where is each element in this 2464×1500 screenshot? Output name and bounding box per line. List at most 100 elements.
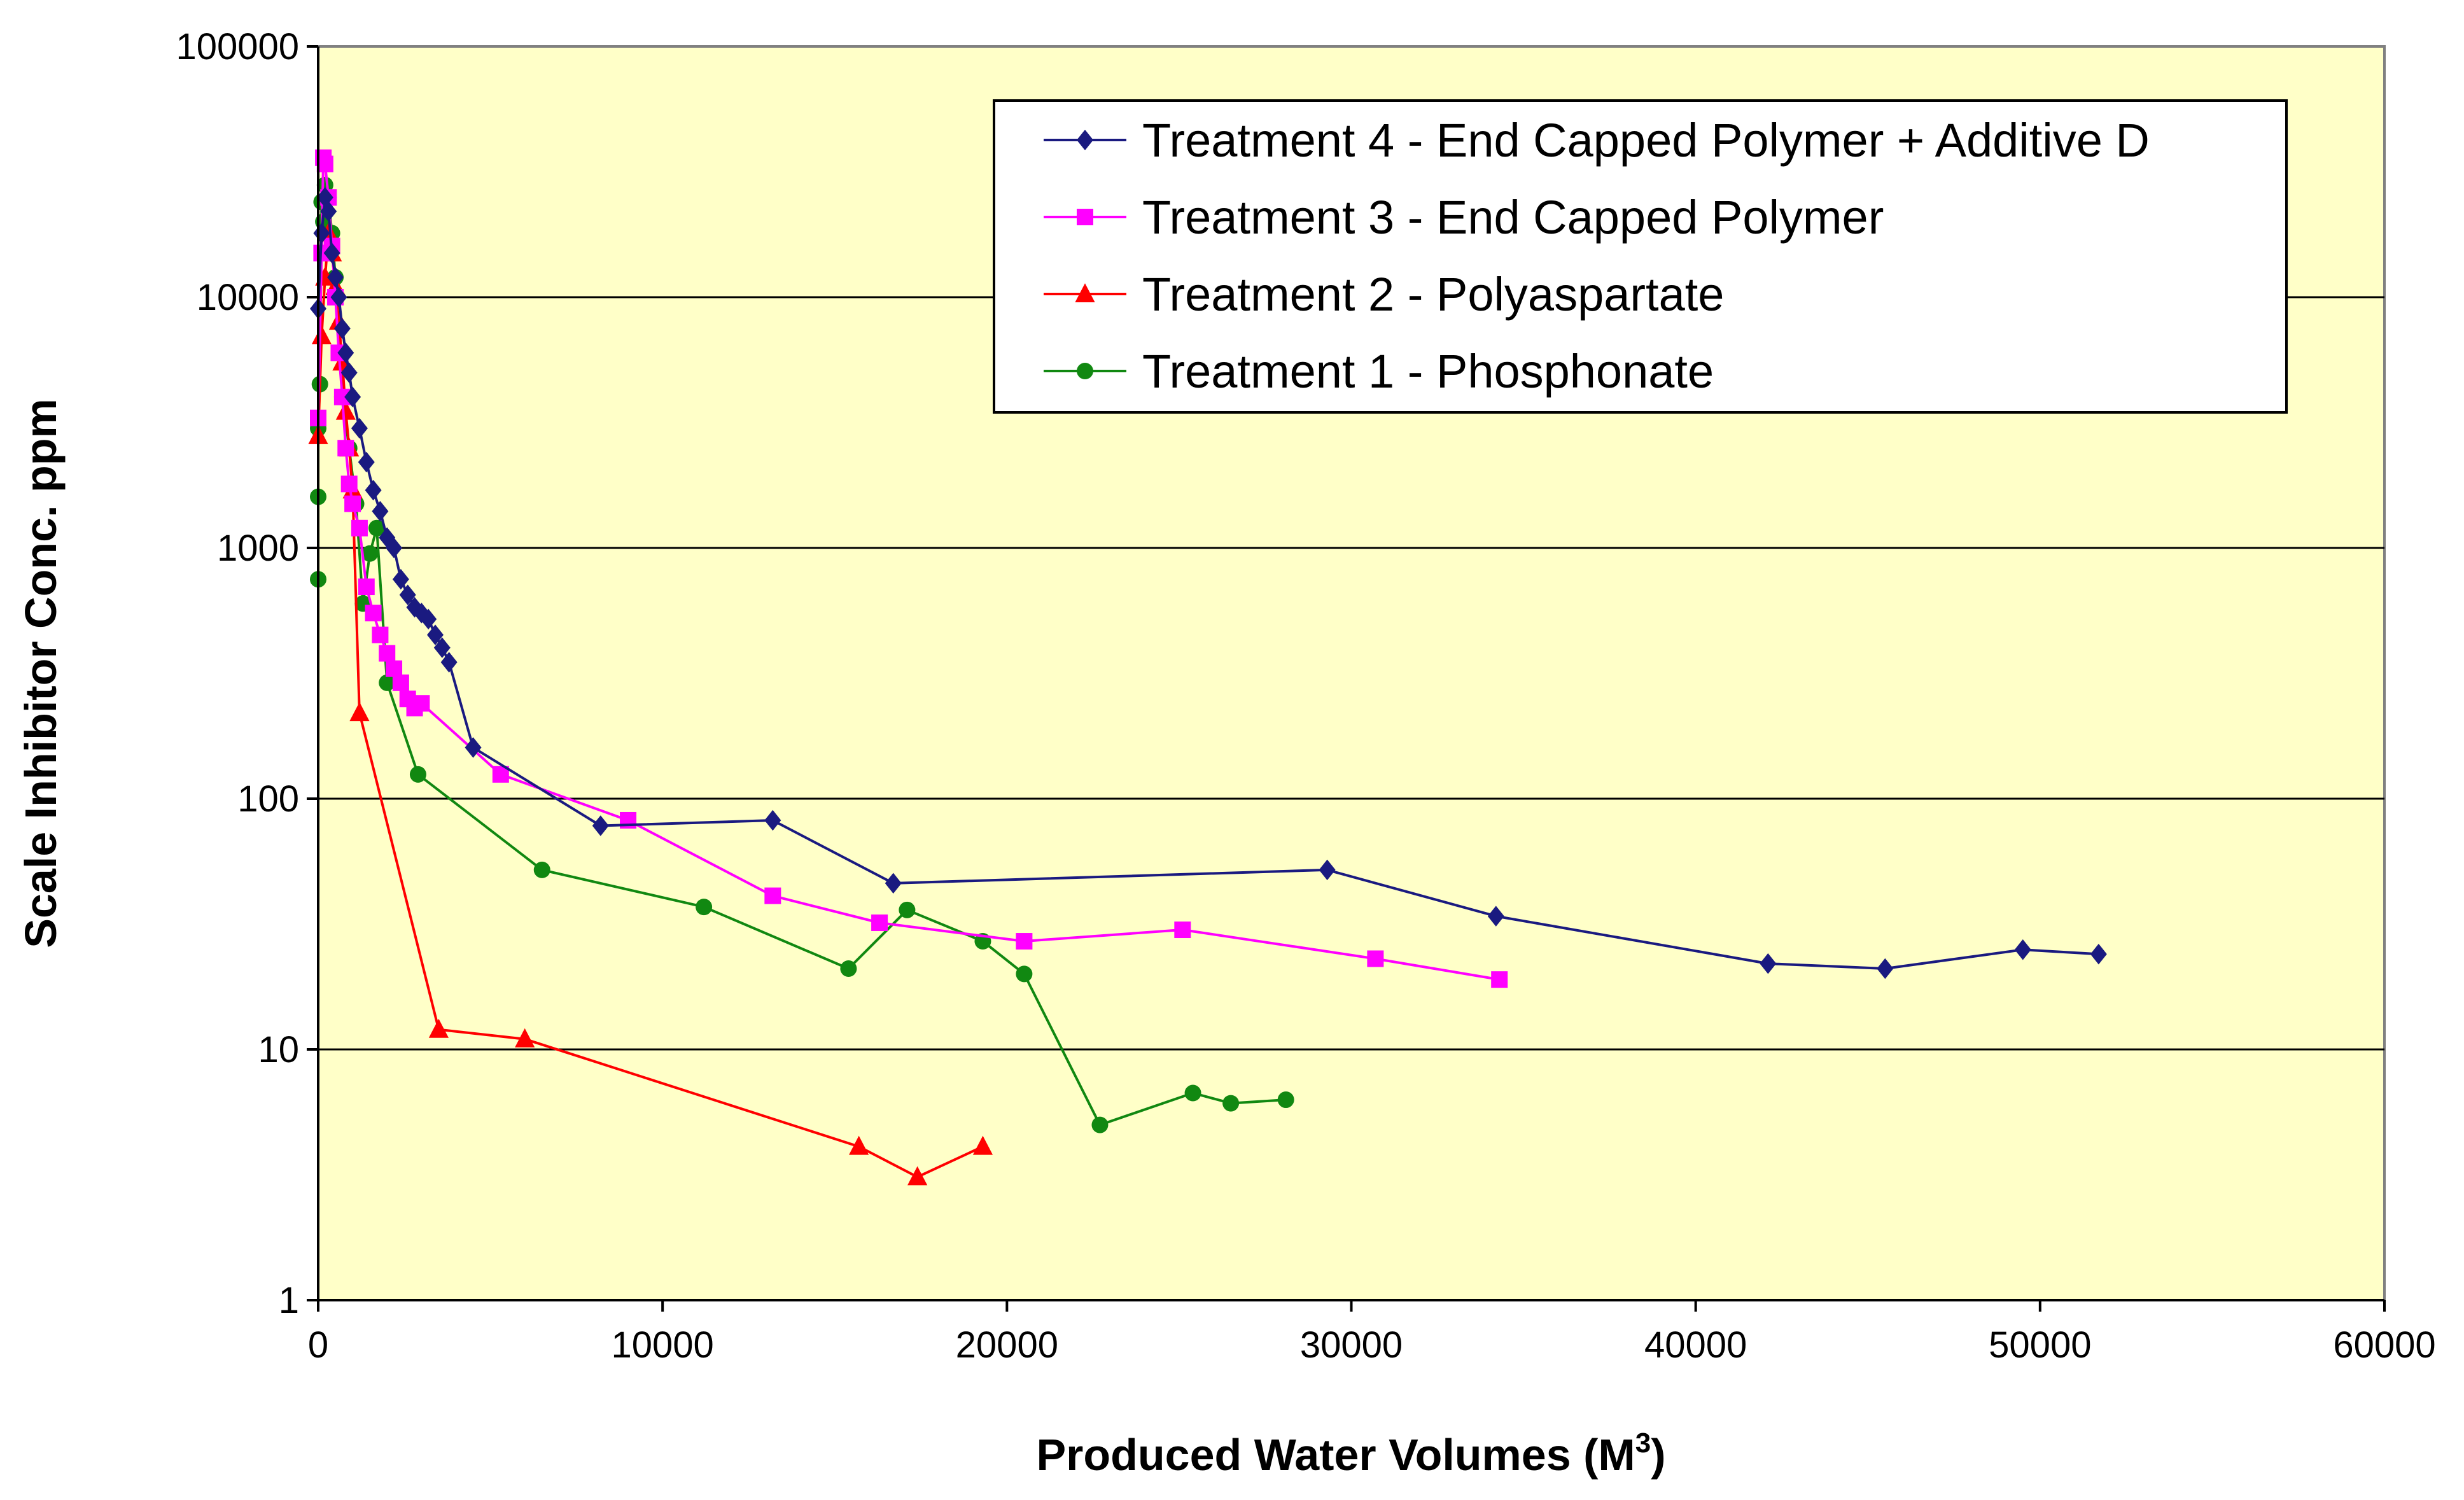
data-point: [840, 960, 857, 978]
data-point: [1222, 1095, 1240, 1112]
legend-item: Treatment 4 - End Capped Polymer + Addit…: [1044, 114, 2150, 167]
x-tick-label: 30000: [1300, 1324, 1403, 1366]
data-point: [764, 887, 781, 904]
data-point: [2014, 939, 2031, 960]
legend-marker: [1077, 363, 1093, 379]
data-point: [1487, 906, 1504, 927]
data-point: [372, 626, 389, 643]
data-point: [386, 537, 403, 559]
data-point: [1491, 971, 1508, 988]
data-point: [1174, 922, 1191, 939]
data-point: [696, 899, 713, 916]
data-point: [337, 440, 354, 457]
data-point: [351, 519, 368, 536]
x-axis-title-text: Produced Water Volumes (M: [1036, 1430, 1635, 1480]
data-point: [1877, 958, 1894, 979]
series-layer: [308, 149, 2107, 1186]
legend-box: [993, 99, 2288, 414]
data-point: [316, 155, 333, 172]
data-point: [349, 702, 370, 722]
data-point: [379, 645, 396, 662]
data-point: [533, 861, 550, 878]
y-tick-labels: 1 10 100 1000 10000 100000: [176, 26, 318, 1321]
data-point: [386, 660, 403, 677]
data-point: [420, 608, 437, 630]
x-axis-title-close: ): [1651, 1430, 1665, 1480]
data-point: [333, 318, 351, 339]
y-tick-label: 10000: [197, 277, 299, 318]
data-point: [885, 873, 902, 894]
legend: Treatment 4 - End Capped Polymer + Addit…: [993, 99, 2288, 414]
data-point: [2090, 943, 2107, 965]
legend-label: Treatment 3 - End Capped Polymer: [1142, 191, 1884, 244]
x-tick-label: 0: [308, 1324, 328, 1366]
legend-item: Treatment 2 - Polyaspartate: [1044, 268, 1724, 321]
y-tick-label: 1000: [217, 528, 299, 569]
data-point: [433, 637, 451, 659]
data-point: [764, 810, 781, 831]
data-point: [426, 624, 444, 645]
data-point: [440, 652, 458, 673]
data-point: [372, 501, 389, 522]
data-point: [335, 400, 356, 420]
data-point: [1184, 1084, 1201, 1102]
y-tick-label: 100: [237, 778, 299, 820]
data-point: [1016, 933, 1033, 950]
x-tick-label: 20000: [956, 1324, 1058, 1366]
legend-label: Treatment 1 - Phosphonate: [1142, 345, 1714, 398]
data-point: [337, 342, 354, 363]
legend-label: Treatment 2 - Polyaspartate: [1142, 268, 1724, 321]
data-point: [1016, 965, 1033, 983]
data-point: [320, 200, 337, 222]
data-point: [1091, 1116, 1109, 1133]
y-tick-label: 1: [279, 1280, 299, 1321]
legend-marker: [1077, 209, 1093, 225]
data-point: [330, 286, 347, 308]
data-point: [907, 1166, 928, 1186]
data-point: [361, 545, 379, 562]
data-point: [358, 578, 375, 596]
data-point: [409, 766, 426, 783]
data-point: [1367, 950, 1384, 967]
data-point: [899, 901, 916, 918]
data-point: [592, 815, 609, 836]
data-point: [344, 386, 361, 408]
data-point: [849, 1135, 869, 1155]
x-axis-title: Produced Water Volumes (M3): [1036, 1427, 1665, 1480]
y-tick-label: 100000: [176, 26, 299, 67]
data-point: [358, 451, 375, 473]
data-point: [1319, 859, 1336, 881]
data-point: [972, 1135, 993, 1155]
data-point: [340, 362, 358, 383]
legend-marker: [1075, 283, 1095, 302]
legend-marker: [1077, 129, 1093, 151]
series-1: [310, 186, 2107, 979]
x-axis-title-superscript: 3: [1635, 1427, 1651, 1459]
data-point: [323, 242, 340, 263]
x-tick-label: 10000: [612, 1324, 714, 1366]
data-point: [365, 479, 382, 501]
data-point: [413, 695, 430, 712]
x-tick-label: 60000: [2333, 1324, 2435, 1366]
data-point: [428, 1018, 449, 1038]
y-axis-title: Scale Inhibitor Conc. ppm: [16, 398, 66, 948]
x-tick-label: 40000: [1644, 1324, 1747, 1366]
legend-items: Treatment 4 - End Capped Polymer + Addit…: [1044, 114, 2150, 398]
data-point: [1760, 953, 1777, 974]
data-point: [379, 674, 396, 691]
data-point: [392, 568, 409, 590]
data-point: [399, 584, 416, 605]
data-point: [351, 417, 368, 439]
data-point: [465, 737, 482, 758]
data-point: [327, 267, 344, 288]
data-point: [340, 475, 358, 493]
data-point: [344, 495, 361, 512]
data-point: [871, 914, 888, 931]
data-point: [392, 674, 409, 691]
y-tick-label: 10: [258, 1029, 299, 1070]
data-point: [515, 1028, 535, 1048]
x-tick-label: 50000: [1989, 1324, 2091, 1366]
legend-item: Treatment 3 - End Capped Polymer: [1044, 191, 1884, 244]
series-2: [310, 149, 1508, 988]
